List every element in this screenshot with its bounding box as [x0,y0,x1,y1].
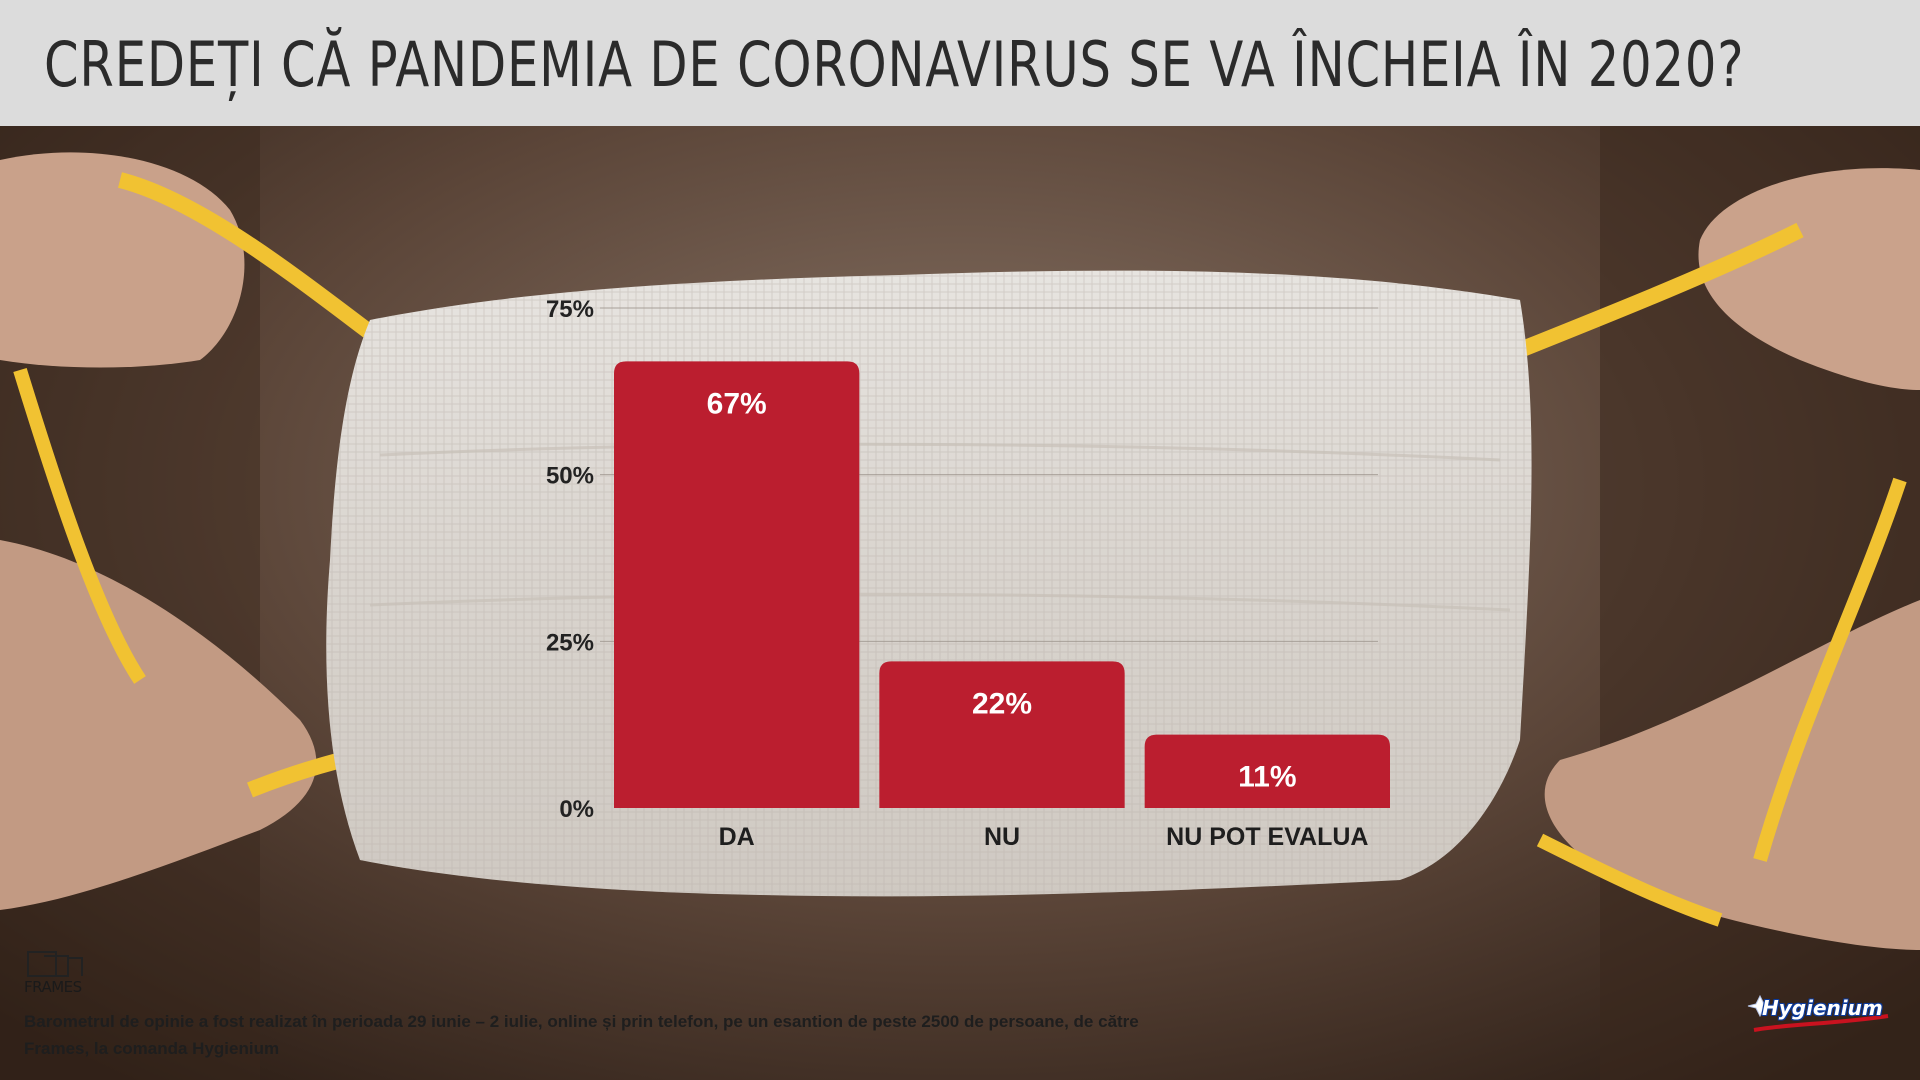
bar-value-label: 11% [1238,761,1296,794]
bar-value-label: 22% [972,687,1032,720]
hygienium-logo-icon [1747,994,1889,1032]
category-labels: DA NU NU POT EVALUA [719,823,1369,851]
y-tick-label: 75% [546,296,594,323]
y-tick-label: 25% [546,629,594,656]
bars-layer: 67% 22% 11% [614,361,1390,808]
frames-logo-text: FRAMES [24,978,82,996]
category-label: NU [984,823,1020,851]
category-label: NU POT EVALUA [1166,823,1368,851]
hygienium-logo-text: Hygienium [1762,996,1883,1020]
category-label: DA [719,823,755,851]
footnote: Barometrul de opinie a fost realizat în … [24,1012,1139,1058]
bar-nu-pot-evalua [1144,734,1390,808]
chart-title: CREDEȚI CĂ PANDEMIA DE CORONAVIRUS SE VA… [44,28,1745,101]
bar-value-label: 67% [707,387,767,420]
frames-logo-icon [27,951,83,977]
bar-nu [879,661,1125,808]
y-axis-ticks: 0% 25% 50% 75% [546,296,594,823]
y-tick-label: 0% [559,796,594,823]
title-bar [0,0,1920,126]
bar-da [614,361,860,808]
y-tick-label: 50% [546,463,594,490]
